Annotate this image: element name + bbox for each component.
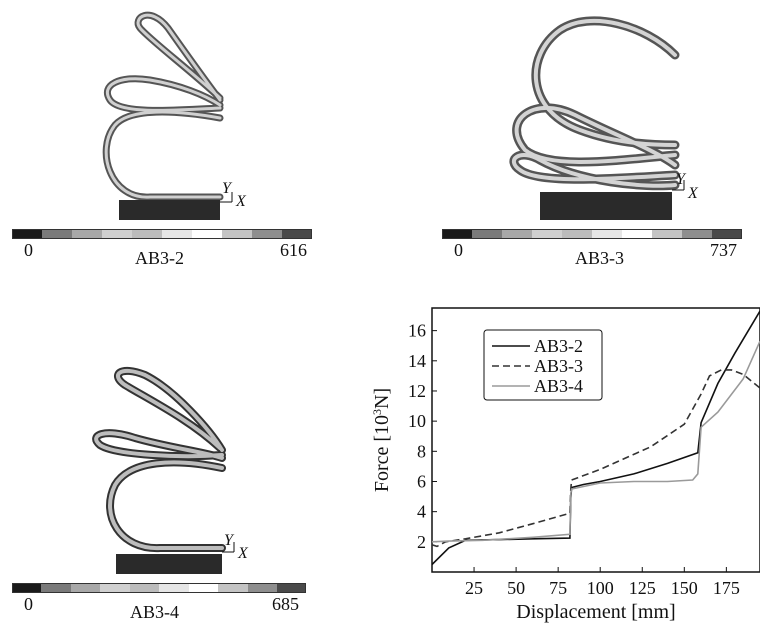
- axis-x-label: X: [687, 185, 699, 202]
- panel-label: AB3-4: [130, 602, 179, 622]
- y-axis-label-main: Force [10: [371, 415, 393, 492]
- plot-frame: [431, 307, 760, 573]
- panel-ab3-2: Y X 0 616 AB3-2: [0, 0, 330, 290]
- y-tick-label: 16: [408, 321, 426, 341]
- scale-min: 0: [454, 240, 463, 260]
- scale-max: 616: [280, 240, 307, 260]
- deformed-shape-ab3-4: Y X: [92, 366, 249, 574]
- axis-y-label: Y: [676, 171, 687, 188]
- x-axis-label: Displacement [mm]: [516, 601, 675, 623]
- color-scale-bar: [12, 583, 306, 593]
- axis-x-label: X: [235, 193, 247, 210]
- y-axis-label-sup: 3: [370, 409, 384, 415]
- axis-y-label: Y: [222, 180, 233, 197]
- x-tick-label: 150: [671, 578, 698, 598]
- base-block: [116, 554, 222, 574]
- x-tick-label: 75: [549, 578, 567, 598]
- y-tick-label: 2: [417, 532, 426, 552]
- y-axis-label: Force [103N]: [370, 388, 393, 492]
- series-line-ab3-4: [432, 340, 760, 543]
- series-line-ab3-3: [432, 369, 760, 548]
- legend-label: AB3-2: [534, 336, 583, 356]
- deformed-shape-ab3-2: Y X: [102, 11, 247, 220]
- x-tick-label: 50: [507, 578, 525, 598]
- y-tick-label: 14: [408, 351, 426, 371]
- axis-x-label: X: [237, 545, 249, 562]
- legend-label: AB3-3: [534, 356, 583, 376]
- scale-max: 737: [710, 240, 737, 260]
- y-tick-label: 8: [417, 441, 426, 461]
- x-tick-label: 100: [587, 578, 614, 598]
- y-axis-label-end: N]: [371, 388, 393, 409]
- legend-label: AB3-4: [534, 376, 583, 396]
- x-tick-label: 125: [629, 578, 656, 598]
- panel-ab3-4: Y X 0 685 AB3-4: [0, 300, 330, 626]
- panel-label: AB3-2: [135, 248, 184, 268]
- scale-max: 685: [272, 594, 299, 614]
- color-scale-bar: [442, 229, 742, 239]
- x-tick-label: 25: [465, 578, 483, 598]
- color-scale-bar: [12, 229, 312, 239]
- scale-min: 0: [24, 240, 33, 260]
- panel-ab3-3: Y X 0 737 AB3-3: [430, 0, 760, 290]
- legend-box: [483, 329, 603, 401]
- x-tick-label: 175: [713, 578, 740, 598]
- y-tick-label: 4: [417, 502, 426, 522]
- panel-label: AB3-3: [575, 248, 624, 268]
- y-tick-label: 6: [417, 471, 426, 491]
- deformed-shape-ab3-3: Y X: [509, 16, 699, 220]
- base-block: [540, 192, 672, 220]
- y-tick-label: 10: [408, 411, 426, 431]
- y-tick-label: 12: [408, 381, 426, 401]
- scale-min: 0: [24, 594, 33, 614]
- axis-y-label: Y: [224, 532, 235, 549]
- base-block: [119, 200, 220, 220]
